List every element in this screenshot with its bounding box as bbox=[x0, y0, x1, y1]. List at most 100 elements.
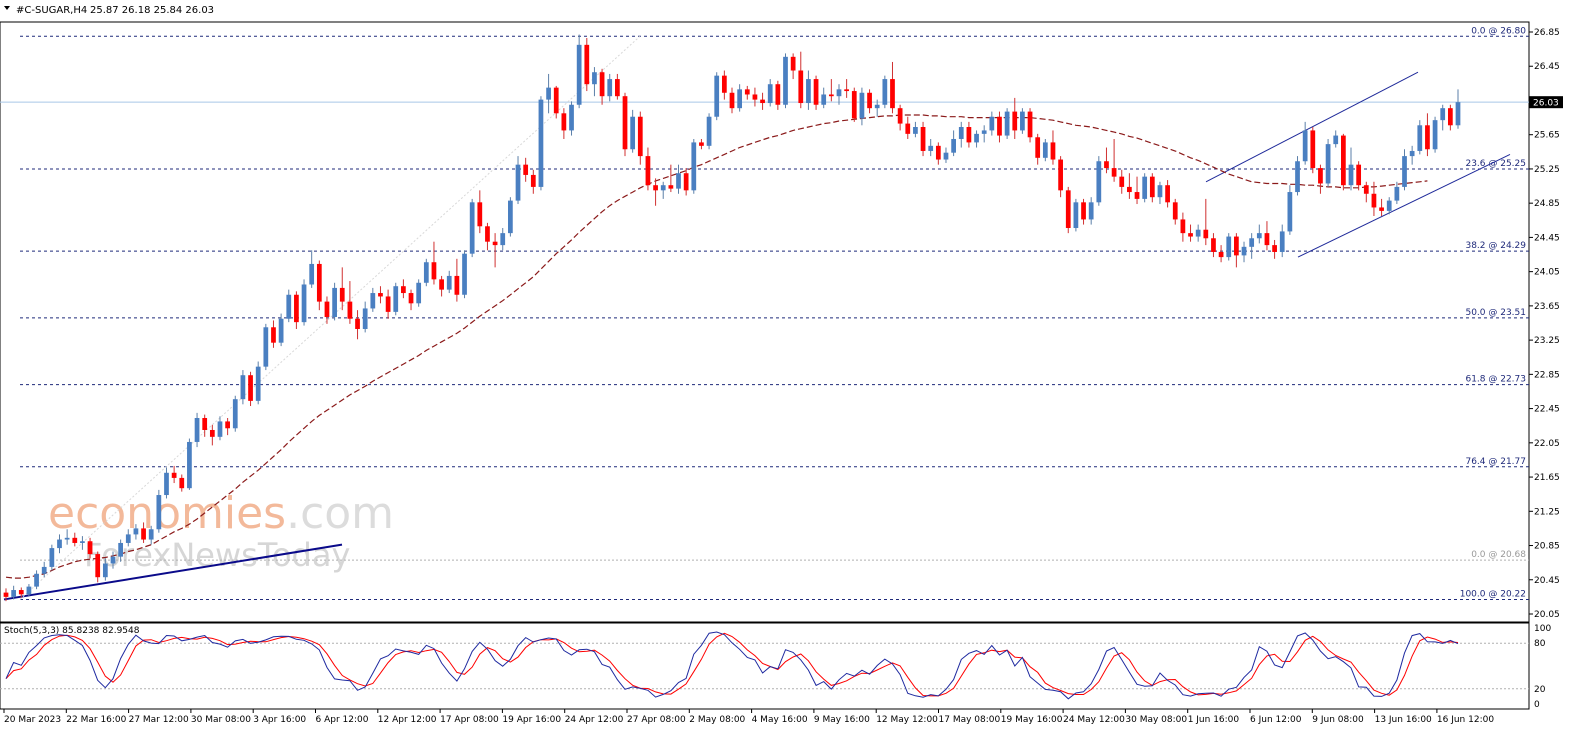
candle bbox=[370, 287, 376, 312]
candle bbox=[1447, 104, 1453, 131]
candle bbox=[469, 198, 475, 258]
candle bbox=[668, 164, 674, 193]
candle bbox=[1363, 181, 1369, 203]
candle bbox=[614, 73, 620, 100]
candle bbox=[492, 233, 498, 268]
price-tick-label: 23.65 bbox=[1534, 302, 1560, 312]
candle bbox=[1340, 133, 1346, 191]
candle bbox=[179, 474, 185, 492]
candle bbox=[943, 147, 949, 163]
candle bbox=[1188, 224, 1193, 242]
watermark-forexnewstoday: ForexNewsToday bbox=[84, 536, 350, 574]
current-price-tag bbox=[1529, 96, 1563, 109]
candle bbox=[1088, 197, 1094, 225]
candle bbox=[316, 260, 322, 311]
candle bbox=[102, 558, 108, 581]
candle bbox=[752, 87, 758, 107]
candle bbox=[828, 79, 834, 102]
candle bbox=[1325, 138, 1331, 187]
candle bbox=[1195, 224, 1201, 242]
candle bbox=[691, 138, 697, 194]
candle bbox=[485, 222, 490, 251]
channel-upper-line[interactable] bbox=[1205, 71, 1419, 183]
candle bbox=[935, 142, 941, 165]
candle bbox=[874, 99, 880, 117]
candle bbox=[592, 67, 597, 97]
fib-level-label: 38.2 @ 24.29 bbox=[1465, 241, 1526, 251]
candle bbox=[966, 121, 972, 148]
candle bbox=[1348, 147, 1354, 191]
time-tick-label: 19 May 16:00 bbox=[1001, 715, 1063, 725]
support-trend-line[interactable] bbox=[3, 543, 343, 601]
time-tick-label: 24 Apr 12:00 bbox=[565, 715, 624, 725]
candle bbox=[538, 96, 544, 191]
candle bbox=[958, 121, 964, 148]
candle bbox=[1432, 116, 1438, 153]
time-axis: 20 Mar 2023 22 Mar 16:00 27 Mar 12:00 30 Ma… bbox=[3, 709, 1494, 725]
moving-average bbox=[5, 114, 1428, 579]
candle bbox=[1256, 224, 1262, 244]
candle bbox=[423, 258, 429, 287]
candle bbox=[897, 104, 903, 131]
candle bbox=[1287, 185, 1293, 235]
candle bbox=[844, 79, 850, 98]
candle bbox=[431, 241, 437, 285]
price-tick-label: 22.45 bbox=[1534, 405, 1560, 415]
candle bbox=[798, 51, 804, 109]
candle bbox=[1234, 233, 1239, 268]
time-tick-label: 16 Jun 12:00 bbox=[1437, 715, 1494, 725]
ohlc-values: 25.87 26.18 25.84 26.03 bbox=[90, 5, 214, 16]
price-tick-label: 20.05 bbox=[1534, 610, 1560, 620]
stoch-level-label: 20 bbox=[1534, 685, 1546, 695]
stoch-level-label: 0 bbox=[1534, 700, 1540, 710]
candle bbox=[454, 258, 460, 302]
candle bbox=[1440, 104, 1446, 131]
candle bbox=[721, 70, 727, 100]
candle bbox=[1249, 233, 1255, 259]
candle bbox=[790, 53, 796, 80]
candle bbox=[622, 92, 628, 157]
candle bbox=[584, 37, 590, 92]
candle bbox=[355, 310, 360, 340]
candle bbox=[156, 489, 162, 533]
price-tick-label: 24.05 bbox=[1534, 268, 1560, 278]
candle bbox=[553, 85, 559, 119]
candle bbox=[1134, 176, 1140, 205]
candle bbox=[890, 61, 895, 114]
candle bbox=[171, 465, 177, 484]
candle bbox=[683, 168, 689, 196]
time-tick-label: 9 May 16:00 bbox=[814, 715, 870, 725]
candle bbox=[26, 584, 32, 597]
time-tick-label: 30 May 08:00 bbox=[1125, 715, 1187, 725]
fib-range-line[interactable] bbox=[19, 35, 641, 600]
candle bbox=[806, 70, 811, 110]
candle bbox=[1050, 130, 1056, 165]
candle bbox=[997, 111, 1002, 143]
price-tick-label: 25.65 bbox=[1534, 131, 1560, 141]
candle bbox=[64, 529, 70, 545]
stochastic-oscillator: 100 80 20 0 bbox=[0, 624, 1551, 710]
candle bbox=[867, 89, 872, 114]
candle bbox=[446, 270, 452, 294]
candle bbox=[859, 87, 865, 126]
candle bbox=[217, 416, 223, 441]
candle bbox=[232, 395, 238, 432]
watermark-economies: economies.com bbox=[48, 488, 394, 539]
candle bbox=[401, 279, 406, 299]
candle bbox=[1226, 233, 1232, 261]
candle bbox=[1073, 198, 1079, 232]
channel-lower-line[interactable] bbox=[1297, 153, 1511, 258]
fib-level-label: 100.0 @ 20.22 bbox=[1460, 589, 1526, 599]
collapse-triangle-icon[interactable] bbox=[4, 6, 10, 10]
candle bbox=[271, 320, 276, 348]
candle bbox=[248, 371, 253, 407]
candle bbox=[462, 250, 467, 299]
price-tick-label: 20.85 bbox=[1534, 542, 1560, 552]
candle bbox=[1417, 120, 1423, 155]
candle bbox=[974, 130, 979, 148]
candle bbox=[125, 529, 131, 547]
candle bbox=[18, 587, 24, 598]
price-tick-label: 20.45 bbox=[1534, 576, 1560, 586]
candle bbox=[530, 169, 536, 194]
candle bbox=[630, 109, 636, 153]
